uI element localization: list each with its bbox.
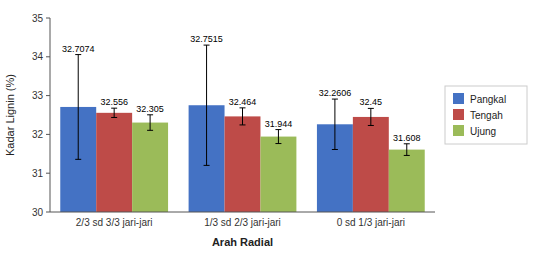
bar xyxy=(132,123,168,212)
bar-series xyxy=(96,108,389,212)
legend-swatch xyxy=(453,93,464,104)
chart: 30313233343532.707432.751532.260632.5563… xyxy=(0,0,535,254)
error-bar xyxy=(275,130,281,144)
x-axis: 2/3 sd 3/3 jari-jari 1/3 sd 2/3 jari-jari… xyxy=(50,212,435,228)
y-tick-label: 30 xyxy=(32,207,44,218)
y-tick-label: 34 xyxy=(32,51,44,62)
legend-label: Tengah xyxy=(470,110,503,121)
data-label: 31.944 xyxy=(265,119,293,129)
y-tick-label: 32 xyxy=(32,129,44,140)
x-tick-label: 0 sd 1/3 jari-jari xyxy=(337,217,405,228)
error-bar xyxy=(404,144,410,156)
data-labels: 32.7074 32.7515 32.2606 32.556 32.464 32.45 32… xyxy=(62,34,421,143)
error-bar xyxy=(368,108,374,125)
y-tick-label: 31 xyxy=(32,168,44,179)
legend-frame xyxy=(445,86,527,144)
y-tick xyxy=(46,134,50,135)
data-label: 32.464 xyxy=(229,97,257,107)
legend-swatch xyxy=(453,125,464,136)
y-tick xyxy=(46,212,50,213)
y-tick xyxy=(46,56,50,57)
bar xyxy=(225,116,261,212)
bar xyxy=(96,113,132,212)
x-tick-label: 1/3 sd 2/3 jari-jari xyxy=(204,217,281,228)
y-tick-label: 33 xyxy=(32,90,44,101)
bar-series xyxy=(60,45,353,212)
x-tick-label: 2/3 sd 3/3 jari-jari xyxy=(76,217,153,228)
bar xyxy=(260,137,296,212)
data-label: 32.2606 xyxy=(319,88,352,98)
bar xyxy=(389,150,425,212)
x-axis-title: Arah Radial xyxy=(212,236,273,248)
legend: Pangkal Tengah Ujung xyxy=(445,86,527,144)
data-label: 32.45 xyxy=(360,97,383,107)
y-tick-label: 35 xyxy=(32,13,44,24)
y-tick xyxy=(46,173,50,174)
data-label: 32.7515 xyxy=(190,34,223,44)
y-tick xyxy=(46,95,50,96)
data-label: 32.7074 xyxy=(62,44,95,54)
legend-label: Pangkal xyxy=(470,94,506,105)
data-label: 32.556 xyxy=(100,97,128,107)
plot-area xyxy=(60,45,424,212)
bar-series xyxy=(132,115,425,212)
legend-label: Ujung xyxy=(470,126,496,137)
legend-swatch xyxy=(453,109,464,120)
y-axis-line xyxy=(50,18,51,212)
data-label: 32.305 xyxy=(136,104,164,114)
data-label: 31.608 xyxy=(393,133,421,143)
y-axis-title: Kadar Lignin (%) xyxy=(4,74,16,156)
error-bar xyxy=(204,45,210,165)
error-bar xyxy=(147,115,153,131)
bar xyxy=(353,117,389,212)
y-axis: 30 31 32 33 34 35 xyxy=(32,13,50,218)
y-tick xyxy=(46,18,50,19)
error-bar xyxy=(332,99,338,149)
x-axis-line xyxy=(50,212,435,213)
error-bar xyxy=(240,108,246,125)
error-bar xyxy=(75,55,81,160)
error-bar xyxy=(111,108,117,117)
